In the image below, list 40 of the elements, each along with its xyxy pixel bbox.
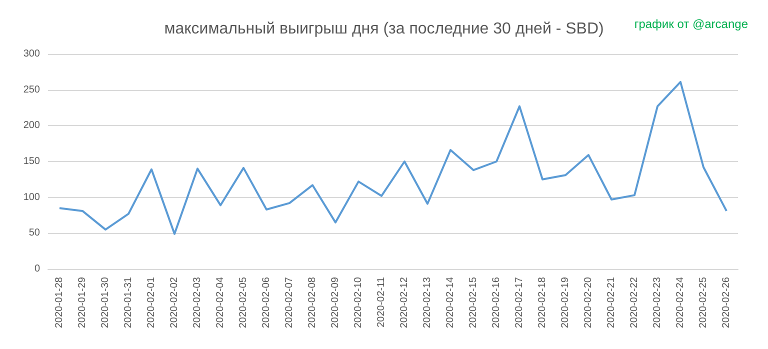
x-tick-label: 2020-02-16	[491, 276, 502, 328]
x-tick-label: 2020-02-23	[652, 276, 663, 328]
x-tick-label: 2020-02-24	[675, 276, 686, 328]
x-tick-label: 2020-02-11	[376, 276, 387, 328]
x-tick-label: 2020-02-10	[353, 276, 364, 328]
x-tick-label: 2020-02-14	[445, 276, 456, 328]
x-tick-label: 2020-01-31	[123, 276, 134, 328]
x-tick-label: 2020-02-22	[629, 276, 640, 328]
x-tick-label: 2020-02-17	[514, 276, 525, 328]
line-series	[58, 80, 728, 235]
y-tick-label: 250	[23, 84, 40, 96]
x-tick-label: 2020-02-21	[606, 276, 617, 328]
x-tick-label: 2020-02-19	[560, 276, 571, 328]
y-tick-label: 200	[23, 120, 40, 132]
x-tick-label: 2020-02-09	[330, 276, 341, 328]
x-tick-label: 2020-02-02	[169, 276, 180, 328]
x-tick-label: 2020-01-29	[77, 276, 88, 328]
x-tick-label: 2020-02-20	[583, 276, 594, 328]
x-tick-label: 2020-02-15	[468, 276, 479, 328]
y-tick-label: 50	[28, 228, 40, 239]
y-tick-label: 0	[34, 264, 40, 274]
x-tick-label: 2020-02-25	[698, 276, 709, 328]
x-tick-label: 2020-02-04	[215, 276, 226, 328]
x-tick-label: 2020-01-30	[100, 276, 111, 328]
x-tick-label: 2020-02-07	[284, 276, 295, 328]
x-tick-label: 2020-02-18	[537, 276, 548, 328]
chart-title: максимальный выигрыш дня (за последние 30 дней - SBD)	[164, 20, 604, 38]
text: график от @arcange	[634, 17, 748, 31]
x-tick-label: 2020-02-03	[192, 276, 203, 328]
x-tick-label: 2020-02-08	[307, 276, 318, 328]
x-tick-label: 2020-02-12	[399, 276, 410, 328]
y-tick-label: 300	[23, 48, 40, 60]
x-tick-label: 2020-02-05	[238, 276, 249, 328]
x-tick-label: 2020-01-28	[54, 276, 65, 328]
x-tick-label: 2020-02-26	[721, 276, 732, 328]
y-tick-label: 100	[23, 192, 40, 203]
y-tick-label: 150	[23, 156, 40, 167]
x-tick-label: 2020-02-06	[261, 276, 272, 328]
x-tick-label: 2020-02-01	[146, 276, 157, 328]
x-tick-label: 2020-02-13	[422, 276, 433, 328]
